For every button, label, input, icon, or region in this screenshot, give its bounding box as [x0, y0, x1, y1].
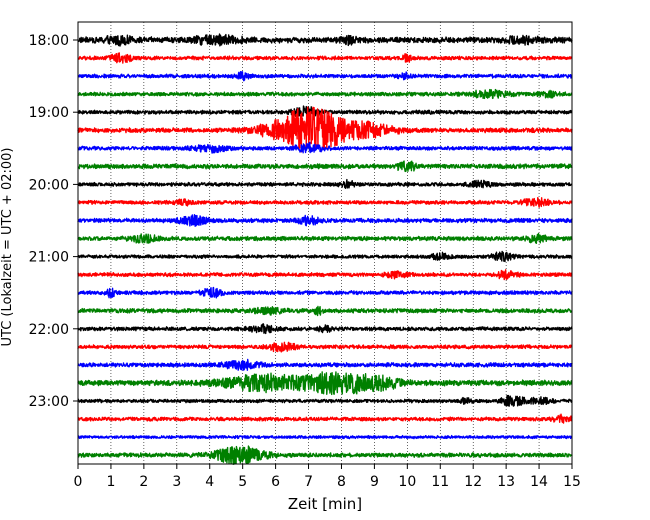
x-tick-label: 10 [398, 474, 416, 490]
plot-background [78, 22, 572, 464]
seismogram-trace [77, 286, 573, 299]
x-tick-label: 12 [464, 474, 482, 490]
seismogram-trace [77, 52, 573, 64]
seismogram-trace [77, 445, 573, 466]
seismogram-trace [77, 269, 573, 281]
y-tick-label: 22:00 [29, 322, 69, 338]
seismogram-trace [77, 434, 573, 440]
seismogram-trace [77, 371, 573, 396]
seismogram-trace [77, 160, 573, 173]
x-tick-label: 6 [271, 474, 280, 490]
seismogram-traces [77, 33, 573, 466]
y-tick-label: 18:00 [29, 33, 69, 49]
y-tick-label: 20:00 [29, 177, 69, 193]
seismogram-trace [77, 358, 573, 371]
seismogram-trace [77, 341, 573, 353]
x-tick-label: 0 [74, 474, 83, 490]
x-tick-label: 9 [370, 474, 379, 490]
x-tick-label: 14 [530, 474, 548, 490]
x-tick-label: 1 [106, 474, 115, 490]
x-tick-label: 13 [497, 474, 515, 490]
y-tick-label: 21:00 [29, 250, 69, 266]
seismogram-trace [77, 323, 573, 335]
y-tick-label: 19:00 [29, 105, 69, 121]
y-tick-label: 23:00 [29, 394, 69, 410]
x-tick-label: 4 [205, 474, 214, 490]
x-tick-label: 8 [337, 474, 346, 490]
seismogram-trace [77, 141, 573, 154]
seismogram-trace [77, 106, 573, 153]
seismogram-trace [77, 214, 573, 227]
seismogram-trace [77, 250, 573, 263]
seismogram-trace [77, 413, 573, 424]
y-axis-ticks: 18:00 19:00 20:00 21:00 22:00 23:00 [29, 33, 78, 410]
seismogram-trace [77, 232, 573, 245]
seismogram-trace [77, 70, 573, 82]
seismogram-trace [77, 394, 573, 407]
x-tick-label: 7 [304, 474, 313, 490]
x-tick-label: 15 [563, 474, 581, 490]
x-tick-label: 11 [431, 474, 449, 490]
x-tick-label: 2 [139, 474, 148, 490]
plot-frame [77, 21, 573, 465]
seismogram-trace [77, 33, 573, 47]
x-axis-ticks: 0 1 2 3 4 5 6 7 8 9 10 11 12 13 14 15 [74, 464, 581, 490]
x-tick-label: 3 [172, 474, 181, 490]
seismogram-trace [77, 88, 573, 100]
seismogram-trace [77, 196, 573, 208]
seismogram-trace [77, 305, 573, 317]
y-axis-label: UTC (Lokalzeit = UTC + 02:00) [0, 148, 15, 347]
x-axis-label: Zeit [min] [288, 495, 362, 513]
x-tick-label: 5 [238, 474, 247, 490]
seismogram-trace [77, 178, 573, 189]
